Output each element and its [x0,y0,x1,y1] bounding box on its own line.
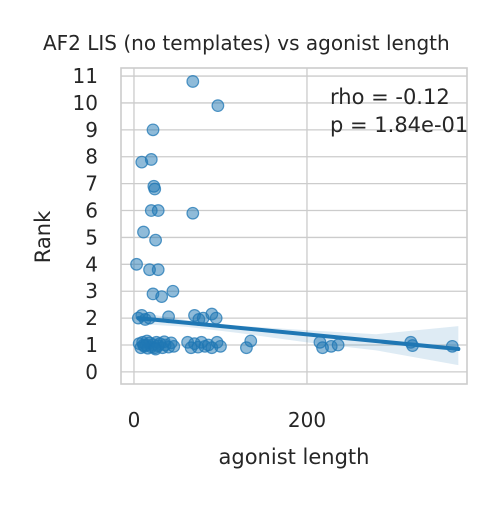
y-tick-label: 8 [85,145,98,169]
data-point [186,75,200,88]
plot-frame [120,67,468,385]
y-tick-label: 9 [85,118,98,142]
data-point [209,311,223,325]
data-point [214,339,227,353]
y-axis-label: Rank [31,210,55,263]
data-point [155,290,169,303]
data-point [331,338,345,352]
y-tick-label: 4 [85,252,98,276]
data-point [148,182,162,196]
data-point [137,338,150,352]
data-point [130,257,143,271]
x-axis-label: agonist length [219,445,370,469]
chart-title: AF2 LIS (no templates) vs agonist length [43,31,450,55]
y-tick-label: 3 [85,279,98,303]
data-point [211,99,225,113]
y-tick-label: 10 [73,91,98,115]
plot-area: 0 1 2 3 4 56 7 8 9 10 11 0 200 [73,64,468,432]
data-point [149,342,163,356]
data-point [144,153,158,166]
regression-line [136,316,461,352]
data-point [149,233,163,247]
x-tick-label: 0 [128,408,141,432]
y-tick-label: 2 [85,306,98,330]
y-tick-label: 0 [85,360,98,384]
y-tick-label: 5 [85,225,98,249]
annotation-rho: rho = -0.12 [330,85,450,109]
data-point [244,334,258,348]
y-tick-label: 6 [85,199,98,223]
x-tick-label: 200 [288,408,326,432]
data-point [166,284,180,298]
annotation-p-value: p = 1.84e-01 [330,113,468,137]
y-tick-label: 7 [85,172,98,196]
y-tick-label: 11 [73,64,98,88]
data-point [157,335,171,349]
y-tick-label: 1 [85,333,98,357]
data-point [186,206,200,220]
data-point [146,123,160,137]
data-point [151,204,165,217]
data-point [151,263,165,277]
data-point [137,225,150,239]
